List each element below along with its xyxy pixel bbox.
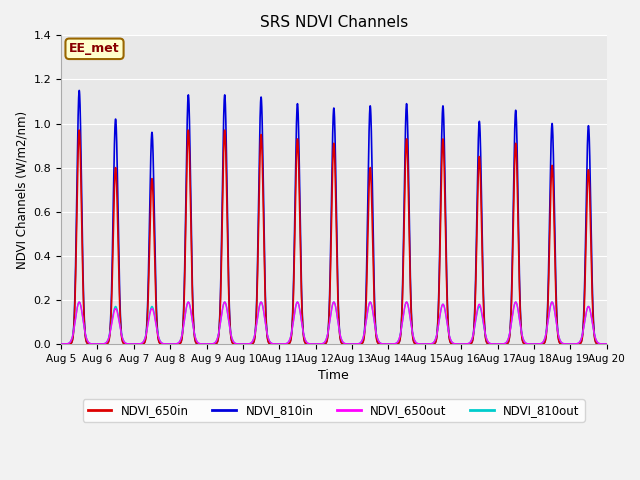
NDVI_650in bbox=[76, 127, 83, 133]
NDVI_650in bbox=[487, 341, 495, 347]
NDVI_650out bbox=[601, 341, 609, 347]
NDVI_810out bbox=[174, 340, 182, 346]
NDVI_810in bbox=[168, 341, 176, 347]
NDVI_650out bbox=[410, 333, 417, 339]
NDVI_650in bbox=[601, 341, 609, 347]
Line: NDVI_650out: NDVI_650out bbox=[61, 302, 607, 344]
NDVI_810in bbox=[409, 336, 417, 341]
NDVI_810in bbox=[601, 341, 609, 347]
Line: NDVI_810out: NDVI_810out bbox=[61, 302, 607, 344]
NDVI_810in bbox=[262, 292, 269, 298]
NDVI_650out bbox=[130, 341, 138, 347]
NDVI_810in bbox=[603, 341, 611, 347]
Legend: NDVI_650in, NDVI_810in, NDVI_650out, NDVI_810out: NDVI_650in, NDVI_810in, NDVI_650out, NDV… bbox=[83, 399, 584, 421]
Text: EE_met: EE_met bbox=[69, 42, 120, 55]
Line: NDVI_810in: NDVI_810in bbox=[61, 90, 607, 344]
NDVI_650in bbox=[603, 341, 611, 347]
NDVI_810out bbox=[409, 333, 417, 338]
NDVI_810in bbox=[487, 341, 495, 347]
NDVI_650out bbox=[174, 340, 182, 346]
NDVI_650out bbox=[262, 320, 269, 326]
NDVI_650in bbox=[57, 341, 65, 347]
NDVI_650in bbox=[410, 337, 417, 343]
NDVI_810in bbox=[76, 87, 83, 93]
NDVI_650out bbox=[603, 341, 611, 347]
NDVI_810out bbox=[262, 320, 269, 325]
X-axis label: Time: Time bbox=[319, 369, 349, 382]
NDVI_810out bbox=[601, 341, 609, 347]
NDVI_650in bbox=[130, 341, 138, 347]
NDVI_810out bbox=[603, 341, 611, 347]
NDVI_810in bbox=[174, 341, 182, 347]
NDVI_810in bbox=[57, 341, 65, 347]
NDVI_810out bbox=[57, 341, 65, 347]
NDVI_650out bbox=[168, 341, 176, 347]
NDVI_650out bbox=[57, 341, 65, 347]
NDVI_650in bbox=[262, 301, 269, 307]
NDVI_650out bbox=[487, 341, 495, 347]
Line: NDVI_650in: NDVI_650in bbox=[61, 130, 607, 344]
Title: SRS NDVI Channels: SRS NDVI Channels bbox=[260, 15, 408, 30]
NDVI_650in bbox=[174, 341, 182, 347]
NDVI_810out bbox=[487, 341, 495, 347]
NDVI_810out bbox=[76, 299, 83, 305]
Y-axis label: NDVI Channels (W/m2/nm): NDVI Channels (W/m2/nm) bbox=[15, 110, 28, 269]
NDVI_650out bbox=[76, 299, 83, 305]
NDVI_650in bbox=[168, 341, 176, 347]
NDVI_810out bbox=[168, 341, 176, 347]
